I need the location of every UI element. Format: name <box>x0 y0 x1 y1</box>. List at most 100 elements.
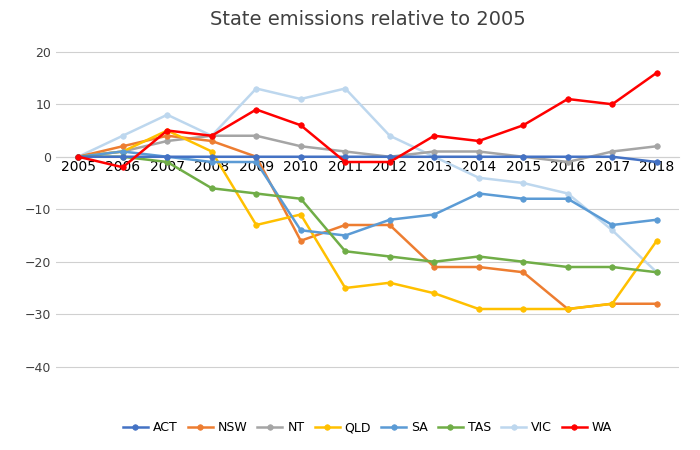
VIC <box>652 270 661 275</box>
Title: State emissions relative to 2005: State emissions relative to 2005 <box>209 10 526 29</box>
QLD <box>341 285 349 291</box>
TAS <box>652 270 661 275</box>
VIC <box>475 175 483 180</box>
SA <box>652 217 661 222</box>
WA <box>163 128 172 133</box>
ACT <box>564 154 572 159</box>
NT <box>564 159 572 165</box>
ACT <box>341 154 349 159</box>
VIC <box>74 154 83 159</box>
Line: NSW: NSW <box>76 133 659 312</box>
Line: SA: SA <box>76 148 659 238</box>
QLD <box>208 149 216 154</box>
Line: ACT: ACT <box>76 154 659 165</box>
ACT <box>163 154 172 159</box>
WA <box>252 107 260 112</box>
NT <box>252 133 260 139</box>
WA <box>74 154 83 159</box>
NT <box>163 138 172 144</box>
WA <box>341 159 349 165</box>
TAS <box>608 264 617 270</box>
NSW <box>519 270 528 275</box>
NT <box>430 149 438 154</box>
SA <box>430 212 438 217</box>
VIC <box>386 133 394 139</box>
TAS <box>118 154 127 159</box>
TAS <box>163 159 172 165</box>
NT <box>519 154 528 159</box>
WA <box>297 122 305 128</box>
WA <box>519 122 528 128</box>
QLD <box>297 212 305 217</box>
NSW <box>297 238 305 243</box>
NSW <box>430 264 438 270</box>
SA <box>386 217 394 222</box>
NSW <box>163 133 172 139</box>
VIC <box>118 133 127 139</box>
VIC <box>341 86 349 91</box>
TAS <box>74 154 83 159</box>
ACT <box>386 154 394 159</box>
VIC <box>430 154 438 159</box>
QLD <box>430 291 438 296</box>
Legend: ACT, NSW, NT, QLD, SA, TAS, VIC, WA: ACT, NSW, NT, QLD, SA, TAS, VIC, WA <box>118 416 617 440</box>
Line: NT: NT <box>76 133 659 165</box>
QLD <box>74 154 83 159</box>
VIC <box>297 96 305 102</box>
NT <box>386 154 394 159</box>
ACT <box>208 154 216 159</box>
NT <box>652 144 661 149</box>
NSW <box>252 154 260 159</box>
NSW <box>386 222 394 228</box>
WA <box>608 102 617 107</box>
ACT <box>475 154 483 159</box>
VIC <box>163 112 172 117</box>
TAS <box>297 196 305 202</box>
SA <box>252 159 260 165</box>
WA <box>475 138 483 144</box>
SA <box>74 154 83 159</box>
TAS <box>341 248 349 254</box>
SA <box>519 196 528 202</box>
QLD <box>519 306 528 312</box>
NT <box>341 149 349 154</box>
SA <box>608 222 617 228</box>
NT <box>74 154 83 159</box>
Line: VIC: VIC <box>76 86 659 275</box>
VIC <box>608 228 617 233</box>
NSW <box>118 144 127 149</box>
SA <box>564 196 572 202</box>
TAS <box>519 259 528 265</box>
VIC <box>519 180 528 186</box>
SA <box>297 228 305 233</box>
QLD <box>652 238 661 243</box>
TAS <box>252 191 260 196</box>
NSW <box>341 222 349 228</box>
WA <box>208 133 216 139</box>
VIC <box>564 191 572 196</box>
ACT <box>519 154 528 159</box>
SA <box>341 233 349 238</box>
NSW <box>475 264 483 270</box>
ACT <box>652 159 661 165</box>
TAS <box>564 264 572 270</box>
WA <box>386 159 394 165</box>
ACT <box>608 154 617 159</box>
NT <box>297 144 305 149</box>
NT <box>118 149 127 154</box>
ACT <box>252 154 260 159</box>
ACT <box>74 154 83 159</box>
SA <box>163 154 172 159</box>
ACT <box>118 154 127 159</box>
NSW <box>564 306 572 312</box>
WA <box>652 70 661 76</box>
NT <box>475 149 483 154</box>
QLD <box>252 222 260 228</box>
TAS <box>475 254 483 259</box>
NT <box>208 133 216 139</box>
VIC <box>208 133 216 139</box>
NSW <box>74 154 83 159</box>
TAS <box>430 259 438 265</box>
QLD <box>475 306 483 312</box>
Line: QLD: QLD <box>76 128 659 312</box>
